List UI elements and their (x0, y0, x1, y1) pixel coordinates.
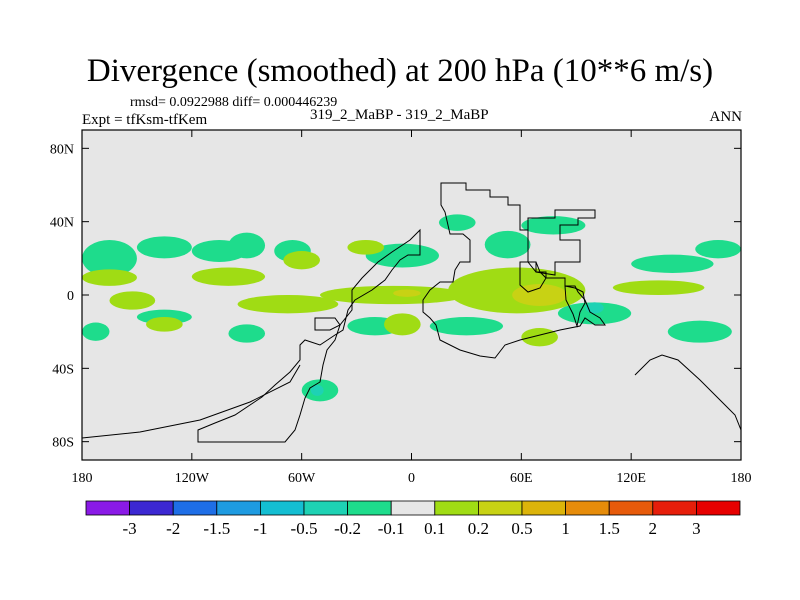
colorbar-swatch-6 (347, 500, 392, 516)
region-0 (82, 240, 137, 277)
y-tick-label-2: 0 (67, 289, 74, 304)
region-28 (283, 250, 320, 270)
colorbar-swatch-4 (259, 500, 305, 516)
region-1 (136, 236, 192, 259)
y-tick-label-0: 80N (50, 142, 74, 157)
region-32 (521, 328, 558, 347)
colorbar-label-0: -3 (123, 519, 137, 538)
y-tick-label-1: 40N (50, 216, 74, 231)
experiment-label: Expt = tfKsm-tfKem (82, 112, 208, 128)
colorbar-swatch-10 (521, 500, 566, 516)
coastlines (82, 182, 741, 443)
stats-label: rmsd= 0.0922988 diff= 0.000446239 (130, 95, 338, 110)
region-11 (82, 322, 110, 341)
colorbar-label-12: 2 (649, 519, 658, 538)
region-20 (310, 384, 324, 396)
region-6 (438, 214, 476, 231)
region-7 (484, 230, 531, 259)
coastline-asia (527, 209, 596, 276)
colorbar-label-11: 1.5 (599, 519, 620, 538)
colorbar-label-8: 0.2 (468, 519, 489, 538)
x-tick-label-3: 0 (408, 471, 415, 486)
coastline-india (564, 285, 586, 328)
x-tick-label-6: 180 (731, 471, 752, 486)
region-8 (521, 216, 586, 235)
region-3 (228, 232, 266, 259)
colorbar-swatch-1 (129, 500, 174, 516)
colorbar-swatch-9 (477, 500, 523, 516)
colorbar-label-4: -0.5 (291, 519, 318, 538)
colorbar-label-3: -1 (253, 519, 267, 538)
y-tick-label-4: 80S (52, 436, 74, 451)
chart-title: Divergence (smoothed) at 200 hPa (10**6 … (86, 53, 714, 89)
region-13 (228, 324, 266, 343)
coastline-africa (422, 182, 606, 359)
region-30 (612, 280, 705, 295)
case-label: 319_2_MaBP - 319_2_MaBP (310, 107, 489, 123)
coastline-arabia (519, 261, 547, 293)
coastline-americas (197, 228, 421, 443)
region-23 (237, 295, 339, 314)
region-15 (429, 317, 504, 336)
region-33 (512, 284, 568, 306)
x-tick-label-2: 60W (288, 471, 316, 486)
region-5 (365, 243, 439, 268)
heatmap-regions (82, 214, 741, 402)
region-9 (631, 254, 714, 273)
coastline-s-america-tip (314, 317, 341, 331)
region-19 (585, 302, 604, 314)
colorbar-label-9: 0.5 (511, 519, 532, 538)
colorbar-label-5: -0.2 (334, 519, 361, 538)
region-24 (319, 285, 467, 305)
season-label: ANN (709, 109, 743, 125)
colorbar-swatch-5 (303, 500, 348, 516)
colorbar-label-13: 3 (692, 519, 701, 538)
region-26 (384, 313, 421, 336)
colorbar-swatch-7 (390, 500, 436, 516)
colorbar-swatch-11 (565, 500, 610, 516)
colorbar-swatch-12 (608, 500, 654, 516)
colorbar-label-10: 1 (561, 519, 570, 538)
coastline-australia (634, 354, 741, 431)
x-tick-label-4: 60E (510, 471, 533, 486)
colorbar-swatch-0 (85, 500, 130, 516)
colorbar-swatch-2 (172, 500, 218, 516)
colorbar-label-6: -0.1 (378, 519, 405, 538)
region-34 (393, 289, 421, 297)
x-tick-label-1: 120W (175, 471, 210, 486)
region-10 (695, 240, 741, 259)
colorbar: -3 -2 -1.5 -1 -0.5 -0.2 -0.1 0.1 0.2 0.5 1 1.5 2 3 (85, 500, 741, 538)
axis-ticks: 180 120W 60W 0 60E 120E 180 80N 40N 0 40S 80S (50, 130, 752, 486)
region-22 (191, 267, 266, 286)
colorbar-swatch-8 (434, 500, 479, 516)
coastline-antarctic (82, 364, 301, 439)
colorbar-swatch-3 (216, 500, 261, 516)
colorbar-label-2: -1.5 (203, 519, 230, 538)
colorbar-swatch-13 (652, 500, 697, 516)
region-29 (146, 317, 183, 332)
colorbar-label-7: 0.1 (424, 519, 445, 538)
region-21 (82, 269, 137, 286)
x-tick-label-0: 180 (72, 471, 93, 486)
colorbar-swatch-14 (696, 500, 741, 516)
x-tick-label-5: 120E (616, 471, 646, 486)
y-tick-label-3: 40S (52, 362, 74, 377)
region-31 (347, 240, 385, 255)
region-17 (667, 320, 732, 343)
colorbar-label-1: -2 (166, 519, 180, 538)
region-25 (109, 291, 156, 310)
